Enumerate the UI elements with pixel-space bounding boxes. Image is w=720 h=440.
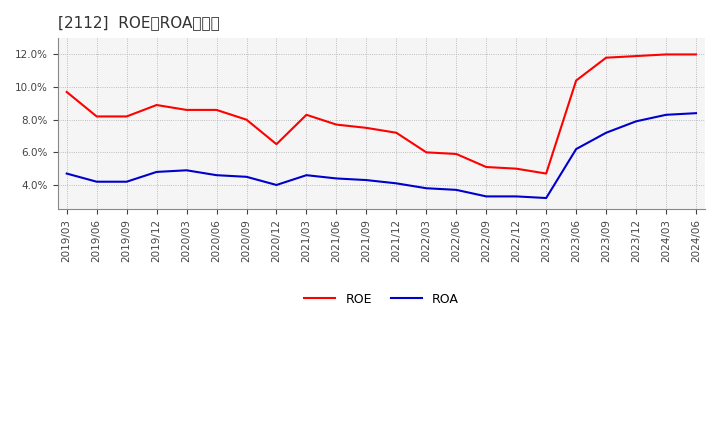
Legend: ROE, ROA: ROE, ROA: [299, 288, 464, 311]
ROA: [602, 130, 611, 136]
ROA: [392, 181, 400, 186]
ROE: [63, 89, 71, 95]
ROA: [362, 177, 371, 183]
ROA: [242, 174, 251, 180]
ROE: [272, 142, 281, 147]
ROE: [153, 103, 161, 108]
ROE: [362, 125, 371, 131]
ROE: [602, 55, 611, 60]
ROA: [631, 119, 640, 124]
ROE: [242, 117, 251, 122]
ROE: [662, 52, 670, 57]
ROA: [153, 169, 161, 175]
ROE: [122, 114, 131, 119]
ROA: [512, 194, 521, 199]
ROE: [92, 114, 101, 119]
ROE: [212, 107, 221, 113]
ROA: [63, 171, 71, 176]
ROA: [692, 110, 701, 116]
ROE: [482, 165, 490, 170]
ROA: [662, 112, 670, 117]
ROE: [392, 130, 400, 136]
Text: [2112]  ROE、ROAの推移: [2112] ROE、ROAの推移: [58, 15, 220, 30]
ROA: [572, 147, 580, 152]
ROA: [452, 187, 461, 193]
ROE: [452, 151, 461, 157]
ROA: [542, 195, 551, 201]
ROE: [332, 122, 341, 127]
Line: ROA: ROA: [67, 113, 696, 198]
Line: ROE: ROE: [67, 55, 696, 173]
ROA: [182, 168, 191, 173]
ROA: [302, 172, 311, 178]
ROE: [631, 53, 640, 59]
ROA: [122, 179, 131, 184]
ROE: [692, 52, 701, 57]
ROE: [542, 171, 551, 176]
ROE: [182, 107, 191, 113]
ROA: [332, 176, 341, 181]
ROE: [572, 78, 580, 83]
ROA: [272, 182, 281, 187]
ROA: [482, 194, 490, 199]
ROA: [92, 179, 101, 184]
ROE: [422, 150, 431, 155]
ROE: [302, 112, 311, 117]
ROA: [212, 172, 221, 178]
ROA: [422, 186, 431, 191]
ROE: [512, 166, 521, 171]
